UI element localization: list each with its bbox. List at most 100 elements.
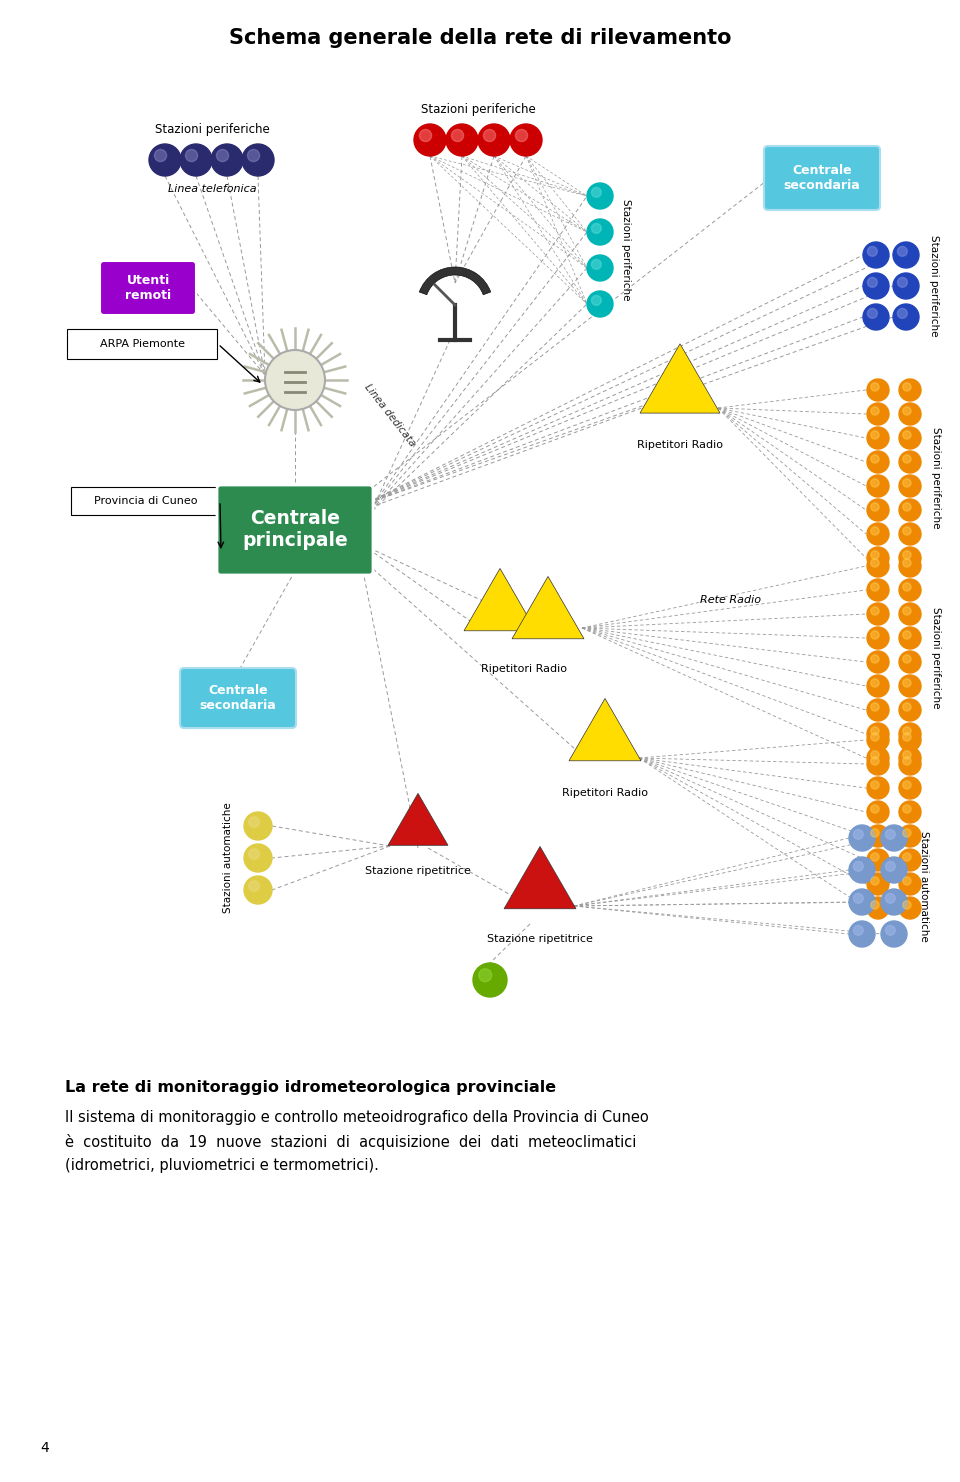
Circle shape (871, 679, 879, 688)
Circle shape (902, 606, 911, 615)
Circle shape (871, 455, 879, 462)
Circle shape (899, 753, 921, 775)
Circle shape (867, 753, 889, 775)
Circle shape (867, 499, 889, 522)
Circle shape (478, 124, 510, 156)
Text: Ripetitori Radio: Ripetitori Radio (481, 664, 567, 674)
Circle shape (180, 144, 212, 176)
Circle shape (149, 144, 181, 176)
Circle shape (902, 431, 911, 439)
Circle shape (902, 582, 911, 591)
Circle shape (867, 627, 889, 649)
Circle shape (249, 817, 259, 827)
Text: Rete Radio: Rete Radio (700, 594, 760, 605)
Circle shape (871, 877, 879, 885)
Circle shape (902, 559, 911, 568)
Circle shape (867, 403, 889, 425)
Circle shape (863, 304, 889, 330)
Circle shape (484, 129, 495, 142)
Circle shape (249, 880, 259, 891)
Circle shape (871, 781, 879, 788)
Circle shape (591, 224, 601, 233)
Circle shape (587, 182, 613, 209)
Circle shape (899, 729, 921, 751)
Circle shape (902, 551, 911, 559)
Circle shape (899, 547, 921, 569)
Circle shape (899, 554, 921, 576)
Text: Linea telefonica: Linea telefonica (168, 184, 256, 194)
Text: Ripetitori Radio: Ripetitori Radio (562, 788, 648, 797)
Text: Stazioni periferiche: Stazioni periferiche (420, 104, 536, 116)
Text: è  costituito  da  19  nuove  stazioni  di  acquisizione  dei  dati  meteoclimat: è costituito da 19 nuove stazioni di acq… (65, 1134, 636, 1150)
Circle shape (587, 290, 613, 317)
Circle shape (265, 350, 325, 411)
Text: Schema generale della rete di rilevamento: Schema generale della rete di rilevament… (228, 28, 732, 47)
Circle shape (248, 150, 259, 162)
Circle shape (902, 852, 911, 861)
Circle shape (867, 651, 889, 673)
Circle shape (871, 631, 879, 639)
Circle shape (871, 559, 879, 568)
Circle shape (853, 830, 863, 839)
Circle shape (867, 747, 889, 769)
Circle shape (185, 150, 198, 162)
Circle shape (902, 655, 911, 662)
Circle shape (885, 925, 896, 935)
Circle shape (451, 129, 464, 142)
Polygon shape (569, 698, 641, 760)
Polygon shape (504, 846, 576, 908)
Circle shape (871, 726, 879, 735)
Circle shape (516, 129, 528, 142)
Circle shape (899, 427, 921, 449)
Circle shape (853, 861, 863, 871)
Circle shape (902, 479, 911, 488)
Circle shape (899, 674, 921, 697)
Circle shape (863, 273, 889, 299)
Circle shape (899, 800, 921, 823)
Circle shape (881, 920, 907, 947)
Circle shape (849, 857, 875, 883)
Circle shape (867, 603, 889, 625)
Circle shape (899, 825, 921, 848)
FancyBboxPatch shape (764, 147, 880, 210)
Text: Stazioni automatiche: Stazioni automatiche (223, 803, 233, 913)
Circle shape (871, 805, 879, 814)
Text: Provincia di Cuneo: Provincia di Cuneo (94, 496, 198, 505)
Text: Stazione ripetitrice: Stazione ripetitrice (365, 865, 471, 876)
Circle shape (867, 379, 889, 402)
Circle shape (898, 308, 907, 319)
Circle shape (902, 631, 911, 639)
Text: (idrometrici, pluviometrici e termometrici).: (idrometrici, pluviometrici e termometri… (65, 1157, 379, 1172)
FancyBboxPatch shape (67, 329, 217, 359)
Polygon shape (512, 576, 584, 639)
Circle shape (244, 812, 272, 840)
Circle shape (591, 295, 601, 305)
Circle shape (902, 757, 911, 765)
Circle shape (867, 579, 889, 602)
Circle shape (899, 403, 921, 425)
FancyBboxPatch shape (71, 488, 221, 516)
Circle shape (902, 751, 911, 759)
Circle shape (899, 723, 921, 745)
Circle shape (867, 800, 889, 823)
Text: Stazione ripetitrice: Stazione ripetitrice (487, 934, 593, 944)
Circle shape (867, 427, 889, 449)
Circle shape (853, 925, 863, 935)
Circle shape (414, 124, 446, 156)
Circle shape (249, 849, 259, 860)
Circle shape (871, 502, 879, 511)
FancyBboxPatch shape (100, 261, 196, 316)
Text: Centrale
principale: Centrale principale (242, 510, 348, 550)
Circle shape (587, 255, 613, 282)
Circle shape (871, 431, 879, 439)
Circle shape (902, 726, 911, 735)
Circle shape (420, 129, 432, 142)
Circle shape (885, 830, 896, 839)
Circle shape (863, 242, 889, 268)
Text: Utenti
remoti: Utenti remoti (125, 274, 171, 302)
Circle shape (867, 554, 889, 576)
Text: Stazioni periferiche: Stazioni periferiche (929, 236, 939, 336)
Circle shape (902, 382, 911, 391)
Circle shape (871, 852, 879, 861)
Circle shape (902, 702, 911, 711)
